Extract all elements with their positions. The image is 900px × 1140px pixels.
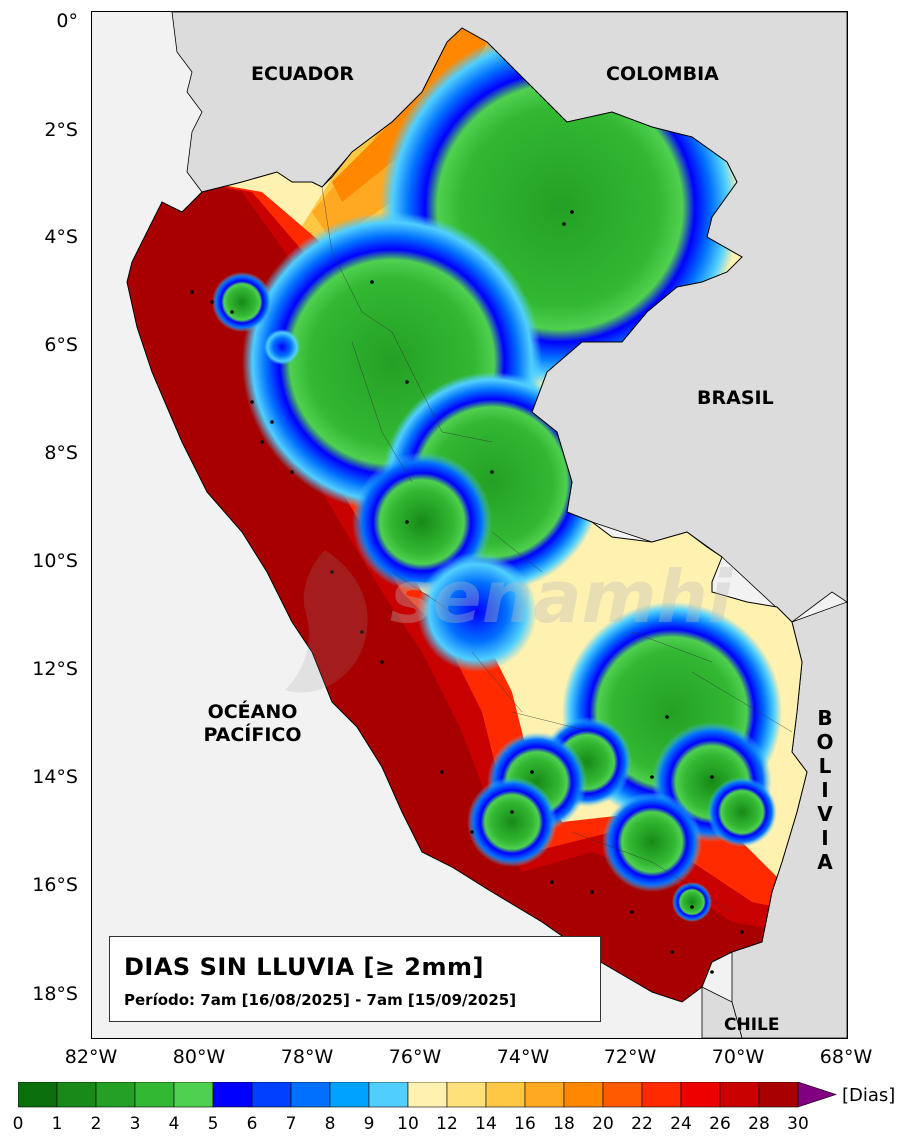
colorbar-tick-label: 16 (514, 1114, 536, 1134)
label-ocean-line2: PACÍFICO (203, 724, 302, 746)
label-ocean: OCÉANO PACÍFICO (195, 701, 310, 747)
colorbar-tick-label: 10 (397, 1114, 419, 1134)
colorbar-segment (524, 1082, 565, 1108)
colorbar-tick-label: 18 (553, 1114, 575, 1134)
lon-tick: 78°W (280, 1046, 334, 1068)
label-ecuador: ECUADOR (251, 63, 355, 85)
lat-tick: 16°S (32, 874, 78, 896)
colorbar-tick-label: 30 (787, 1114, 809, 1134)
colorbar-segment (641, 1082, 682, 1108)
label-chile: CHILE (724, 1015, 780, 1035)
label-bolivia-letter: V (817, 802, 833, 826)
label-ocean-line1: OCÉANO (207, 701, 298, 723)
colorbar-extend-arrow (797, 1082, 837, 1108)
senamhi-wordmark: senamhi (390, 555, 733, 639)
colorbar-segment (329, 1082, 370, 1108)
colorbar-tick-label: 20 (592, 1114, 614, 1134)
lat-tick: 12°S (32, 658, 78, 680)
colorbar-segment (563, 1082, 604, 1108)
lat-tick: 0° (56, 10, 78, 32)
colorbar-tick-label: 28 (748, 1114, 770, 1134)
colorbar-tick-label: 4 (168, 1114, 180, 1134)
colorbar-tick-label: 14 (475, 1114, 497, 1134)
colorbar-segment (251, 1082, 292, 1108)
colorbar-segment (680, 1082, 721, 1108)
colorbar-segment (368, 1082, 409, 1108)
colorbar-segment (485, 1082, 526, 1108)
colorbar-tick-label: 7 (285, 1114, 297, 1134)
colorbar-tick-label: 2 (90, 1114, 102, 1134)
colorbar-segment (95, 1082, 136, 1108)
label-bolivia: B O L I V I A (815, 706, 835, 874)
colorbar-segment (212, 1082, 253, 1108)
colorbar-segment (407, 1082, 448, 1108)
label-bolivia-letter: I (821, 826, 829, 850)
lon-tick: 70°W (711, 1046, 765, 1068)
lat-tick: 6°S (44, 334, 78, 356)
lat-tick: 14°S (32, 766, 78, 788)
senamhi-logo-watermark (285, 550, 368, 693)
map-title: DIAS SIN LLUVIA [≥ 2mm] (124, 953, 484, 981)
colorbar-tick-label: 24 (670, 1114, 692, 1134)
colorbar-unit: [Dias] (842, 1085, 896, 1106)
lon-tick: 74°W (496, 1046, 550, 1068)
colorbar-tick-label: 1 (51, 1114, 63, 1134)
map-panel (91, 11, 848, 1039)
colorbar-tick-label: 12 (436, 1114, 458, 1134)
colorbar-tick-label: 8 (324, 1114, 336, 1134)
colorbar-segment (446, 1082, 487, 1108)
lon-tick: 82°W (64, 1046, 118, 1068)
colorbar-segment (290, 1082, 331, 1108)
colorbar-tick-label: 5 (207, 1114, 219, 1134)
label-bolivia-letter: O (816, 730, 834, 754)
colorbar-segment (134, 1082, 175, 1108)
lat-tick: 8°S (44, 442, 78, 464)
label-bolivia-letter: B (817, 706, 833, 730)
colorbar-segment (56, 1082, 97, 1108)
lon-tick: 80°W (172, 1046, 226, 1068)
colorbar-segment (758, 1082, 799, 1108)
colorbar-tick-label: 0 (12, 1114, 24, 1134)
map-canvas (92, 12, 847, 1038)
colorbar-tick-label: 6 (246, 1114, 258, 1134)
map-period: Período: 7am [16/08/2025] - 7am [15/09/2… (124, 991, 517, 1009)
title-box: DIAS SIN LLUVIA [≥ 2mm] Período: 7am [16… (109, 936, 601, 1022)
label-bolivia-letter: A (817, 850, 833, 874)
label-bolivia-letter: L (818, 754, 832, 778)
colorbar-segment (602, 1082, 643, 1108)
colorbar-tick-label: 22 (631, 1114, 653, 1134)
lon-tick: 76°W (388, 1046, 442, 1068)
colorbar-tick-label: 3 (129, 1114, 141, 1134)
label-brasil: BRASIL (697, 387, 774, 409)
colorbar-segment (18, 1082, 58, 1108)
label-bolivia-letter: I (821, 778, 829, 802)
lat-tick: 10°S (32, 550, 78, 572)
colorbar-tick-label: 9 (363, 1114, 375, 1134)
colorbar-tick-label: 26 (709, 1114, 731, 1134)
lon-tick: 72°W (603, 1046, 657, 1068)
lat-tick: 2°S (44, 119, 78, 141)
label-colombia: COLOMBIA (606, 63, 719, 85)
colorbar-segment (173, 1082, 214, 1108)
lat-tick: 18°S (32, 983, 78, 1005)
colorbar (18, 1082, 837, 1108)
colorbar-segment (719, 1082, 760, 1108)
lon-tick: 68°W (819, 1046, 873, 1068)
lat-tick: 4°S (44, 226, 78, 248)
